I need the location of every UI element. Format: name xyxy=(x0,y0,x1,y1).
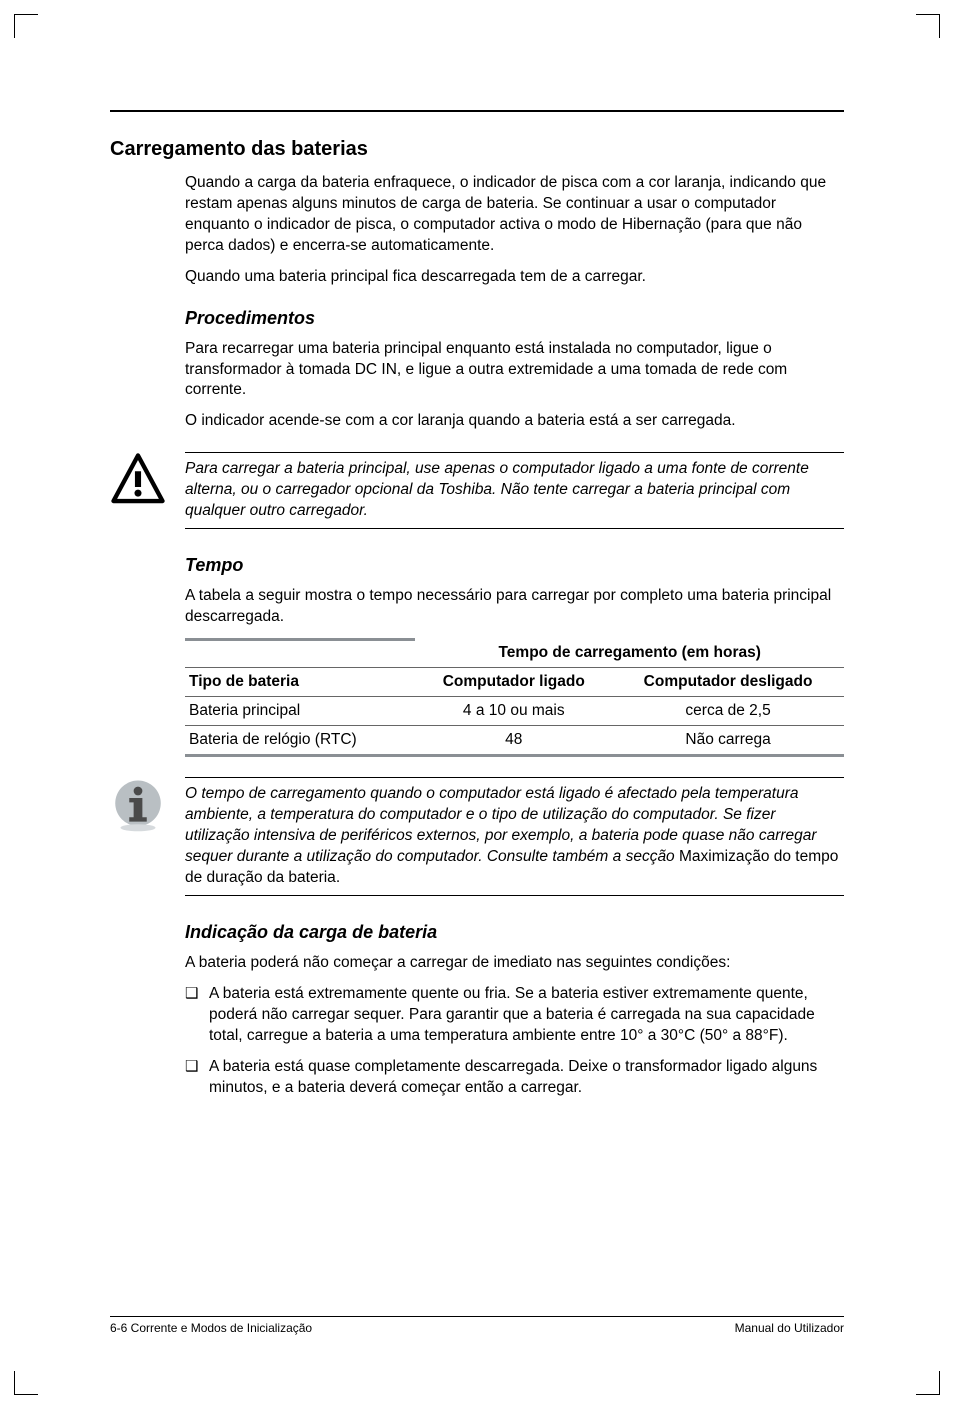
warning-text: Para carregar a bateria principal, use a… xyxy=(185,452,844,529)
table-col-header: Tipo de bateria xyxy=(185,668,415,697)
page-body: Carregamento das baterias Quando a carga… xyxy=(110,110,844,1339)
table-cell: Bateria principal xyxy=(185,697,415,726)
crop-mark-br xyxy=(916,1371,940,1395)
table-col-header: Computador desligado xyxy=(612,668,844,697)
paragraph: A bateria poderá não começar a carregar … xyxy=(185,953,844,974)
condition-list: A bateria está extremamente quente ou fr… xyxy=(185,984,844,1099)
crop-mark-tr xyxy=(916,14,940,38)
page-footer: 6-6 Corrente e Modos de Inicialização Ma… xyxy=(110,1316,844,1335)
list-item: A bateria está extremamente quente ou fr… xyxy=(185,984,844,1047)
table-cell: Não carrega xyxy=(612,726,844,756)
table-cell: 4 a 10 ou mais xyxy=(415,697,612,726)
table-cell: Bateria de relógio (RTC) xyxy=(185,726,415,756)
warning-icon xyxy=(110,452,166,508)
paragraph: Quando a carga da bateria enfraquece, o … xyxy=(185,173,844,257)
subsection-heading-procedimentos: Procedimentos xyxy=(185,308,844,329)
subsection-heading-indicacao: Indicação da carga de bateria xyxy=(185,922,844,943)
table-col-header: Computador ligado xyxy=(415,668,612,697)
crop-mark-tl xyxy=(14,14,38,38)
footer-right: Manual do Utilizador xyxy=(735,1321,844,1335)
table-row: Bateria de relógio (RTC) 48 Não carrega xyxy=(185,726,844,756)
info-icon xyxy=(110,777,166,833)
section-heading: Carregamento das baterias xyxy=(110,138,844,161)
subsection-heading-tempo: Tempo xyxy=(185,555,844,576)
crop-mark-bl xyxy=(14,1371,38,1395)
warning-callout: Para carregar a bateria principal, use a… xyxy=(110,446,844,535)
charging-time-table: Tempo de carregamento (em horas) Tipo de… xyxy=(185,638,844,758)
info-text-end: . xyxy=(336,869,340,886)
table-cell: 48 xyxy=(415,726,612,756)
paragraph: Para recarregar uma bateria principal en… xyxy=(185,339,844,402)
paragraph: A tabela a seguir mostra o tempo necessá… xyxy=(185,586,844,628)
table-span-header: Tempo de carregamento (em horas) xyxy=(415,639,844,668)
info-callout: O tempo de carregamento quando o computa… xyxy=(110,771,844,902)
top-rule xyxy=(110,110,844,112)
footer-left: 6-6 Corrente e Modos de Inicialização xyxy=(110,1321,312,1335)
list-item: A bateria está quase completamente desca… xyxy=(185,1057,844,1099)
table-row: Bateria principal 4 a 10 ou mais cerca d… xyxy=(185,697,844,726)
table-cell: cerca de 2,5 xyxy=(612,697,844,726)
paragraph: Quando uma bateria principal fica descar… xyxy=(185,267,844,288)
paragraph: O indicador acende-se com a cor laranja … xyxy=(185,411,844,432)
info-text: O tempo de carregamento quando o computa… xyxy=(185,777,844,896)
